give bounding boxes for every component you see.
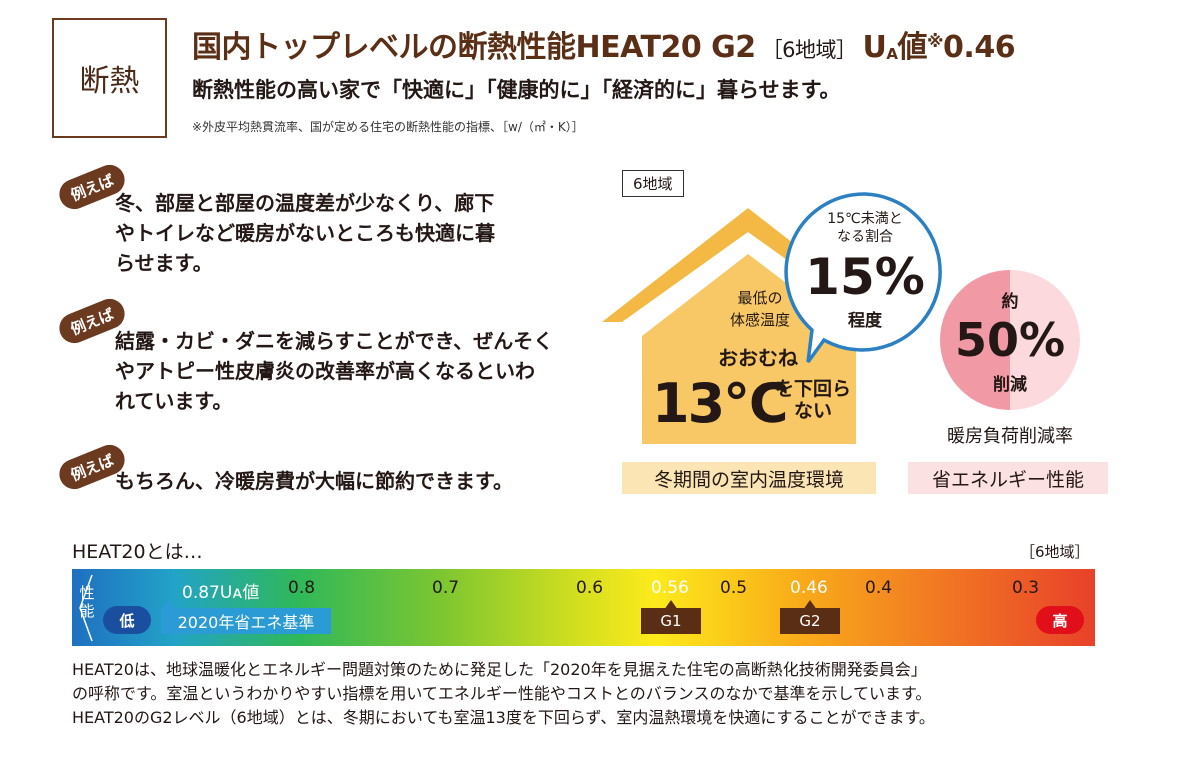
bubble-value: 15% <box>805 248 925 306</box>
standard-pointer <box>162 600 176 610</box>
g1-pointer <box>664 600 678 610</box>
example-2-line3: れています。 <box>115 389 233 413</box>
temperature-caption: 冬期間の室内温度環境 <box>622 462 876 494</box>
title-note-mark: ※ <box>927 32 944 52</box>
reduction-suffix: 削減 <box>993 375 1027 395</box>
region-label: 6地域 <box>622 170 684 197</box>
title-ua-tail: 値 <box>897 30 928 65</box>
tick-0-56: 0.56 <box>651 578 689 598</box>
example-1-line1: 冬、部屋と部屋の温度差が少なくり、廊下 <box>115 191 495 215</box>
section-tag-text: 断熱 <box>79 64 140 99</box>
min-temp-label: 最低の 体感温度 <box>700 287 820 331</box>
tick-0-3: 0.3 <box>1012 578 1040 598</box>
tick-0-5: 0.5 <box>720 578 748 598</box>
example-1-line2: やトイレなど暖房がないところも快適に暮 <box>115 221 495 245</box>
example-3-line1: もちろん、冷暖房費が大幅に節約できます。 <box>115 469 513 493</box>
title-ua-u: U <box>862 30 887 65</box>
g2-pointer <box>803 600 817 610</box>
high-marker: 高 <box>1036 606 1084 634</box>
page-title: 国内トップレベルの断熱性能HEAT20 G2 ［6地域］ UA値※0.46 <box>192 22 1016 66</box>
title-main: 国内トップレベルの断熱性能HEAT20 G2 <box>192 30 756 65</box>
tick-0-7: 0.7 <box>432 578 460 598</box>
reduction-value: 50% <box>954 313 1066 367</box>
ua-start-label: 0.87Uᴀ値 <box>182 583 260 603</box>
below-label: を下回ら ない <box>770 378 856 422</box>
example-text-2: 結露・カビ・ダニを減らすことができ、ぜんそく やアトピー性皮膚炎の改善率が高くな… <box>115 326 605 416</box>
description-line2: の呼称です。室温というわかりやすい指標を用いてエネルギー性能やコストとのバランス… <box>72 684 932 703</box>
g2-label: G2 <box>780 608 840 634</box>
subtitle: 断熱性能の高い家で「快適に」「健康的に」「経済的に」暮らせます。 <box>192 78 841 102</box>
section-tag: 断熱 <box>52 18 167 138</box>
heat20-title: HEAT20とは… <box>72 541 203 563</box>
bubble-line1: 15℃未満と <box>827 211 903 227</box>
reduction-label: 暖房負荷削減率 <box>947 426 1073 447</box>
standard-2020-label: 2020年省エネ基準 <box>161 608 331 634</box>
footnote: ※外皮平均熱貫流率、国が定める住宅の断熱性能の指標、［w/（㎡・K）］ <box>192 120 584 134</box>
performance-label: 性 能 <box>78 584 96 620</box>
speech-bubble <box>784 192 942 364</box>
example-text-3: もちろん、冷暖房費が大幅に節約できます。 <box>115 466 595 496</box>
temp-value: 13℃ <box>652 372 789 435</box>
below-line1: を下回ら <box>774 378 851 400</box>
example-2-line2: やアトピー性皮膚炎の改善率が高くなるといわ <box>115 359 535 383</box>
example-1-line3: らせます。 <box>115 251 213 275</box>
performance-label-top: 性 <box>79 584 95 602</box>
tick-0-46: 0.46 <box>790 578 828 598</box>
bubble-label: 15℃未満と なる割合 <box>805 210 925 246</box>
tick-0-8: 0.8 <box>288 578 316 598</box>
heat20-description: HEAT20は、地球温暖化とエネルギー問題対策のために発足した「2020年を見据… <box>72 658 935 730</box>
reduction-approx: 約 <box>1001 292 1019 312</box>
performance-bracket <box>79 574 93 642</box>
example-text-1: 冬、部屋と部屋の温度差が少なくり、廊下 やトイレなど暖房がないところも快適に暮 … <box>115 188 595 278</box>
below-line2: ない <box>793 400 832 422</box>
bubble-suffix: 程度 <box>848 311 882 331</box>
tick-0-4: 0.4 <box>865 578 893 598</box>
reduction-pie <box>940 270 1080 410</box>
min-temp-line1: 最低の <box>737 289 783 307</box>
description-line3: HEAT20のG2レベル（6地域）とは、冬期においても室温13度を下回らず、室内… <box>72 708 935 727</box>
low-marker: 低 <box>103 606 151 634</box>
description-line1: HEAT20は、地球温暖化とエネルギー問題対策のために発足した「2020年を見据… <box>72 660 927 679</box>
title-value: 0.46 <box>943 30 1016 65</box>
scale-region: ［6地域］ <box>1020 543 1090 561</box>
title-region: ［6地域］ <box>761 38 857 62</box>
min-temp-line2: 体感温度 <box>729 311 790 329</box>
g1-label: G1 <box>641 608 701 634</box>
energy-caption: 省エネルギー性能 <box>908 462 1108 494</box>
performance-label-bottom: 能 <box>79 602 95 620</box>
title-ua-a: A <box>886 45 898 63</box>
bubble-line2: なる割合 <box>837 229 893 245</box>
tick-0-6: 0.6 <box>576 578 604 598</box>
example-2-line1: 結露・カビ・ダニを減らすことができ、ぜんそく <box>115 329 554 353</box>
approx-label: おおむね <box>718 346 798 370</box>
